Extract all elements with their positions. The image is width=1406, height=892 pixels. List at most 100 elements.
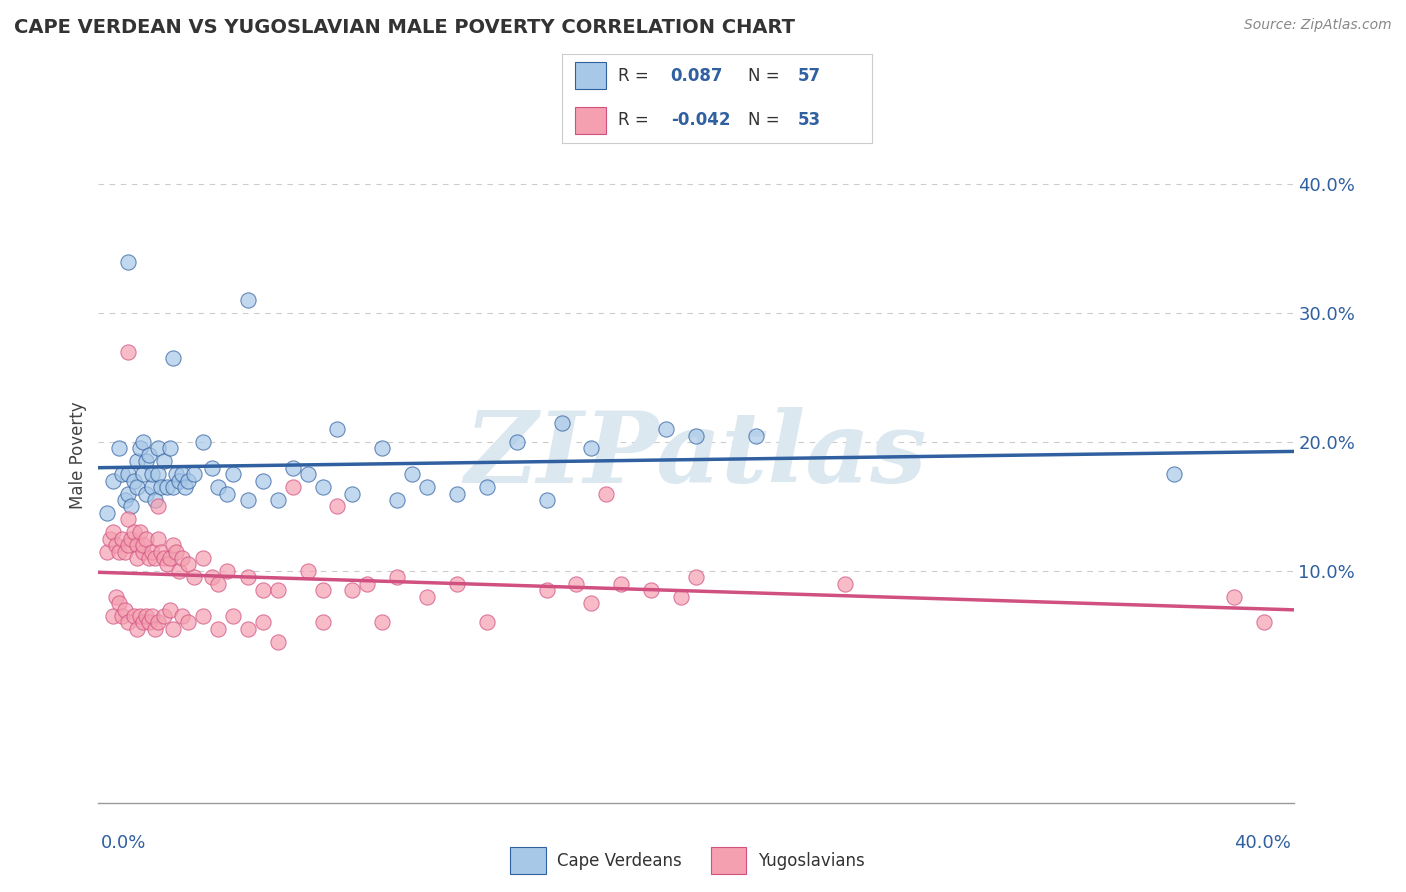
Point xyxy=(129,442,152,456)
Point xyxy=(135,532,157,546)
Point xyxy=(174,480,197,494)
Text: 53: 53 xyxy=(797,112,821,129)
Point xyxy=(236,493,259,508)
Point xyxy=(114,544,136,558)
Point xyxy=(135,454,157,468)
Point xyxy=(132,435,155,450)
Point xyxy=(745,428,768,442)
Point xyxy=(222,609,245,624)
Point xyxy=(114,602,136,616)
Point xyxy=(281,460,304,475)
Text: 40.0%: 40.0% xyxy=(1234,834,1291,852)
Point xyxy=(127,538,149,552)
Point xyxy=(117,467,139,482)
Point xyxy=(236,622,259,636)
Point xyxy=(685,428,707,442)
FancyBboxPatch shape xyxy=(575,62,606,89)
Point xyxy=(96,544,118,558)
Point xyxy=(162,538,184,552)
Point xyxy=(148,500,170,514)
Point xyxy=(201,460,224,475)
Point xyxy=(311,480,333,494)
Point xyxy=(371,615,394,630)
Text: R =: R = xyxy=(619,112,654,129)
Point xyxy=(167,474,190,488)
Point xyxy=(108,442,131,456)
Point xyxy=(297,564,319,578)
Point xyxy=(138,448,160,462)
Point xyxy=(610,576,633,591)
Point xyxy=(127,454,149,468)
Point xyxy=(655,422,678,436)
Point xyxy=(1253,615,1275,630)
Point xyxy=(127,480,149,494)
Point xyxy=(834,576,856,591)
Point xyxy=(162,622,184,636)
Point xyxy=(172,551,194,566)
Point xyxy=(103,474,125,488)
Point xyxy=(124,609,146,624)
Point xyxy=(159,442,181,456)
Text: N =: N = xyxy=(748,67,785,85)
Point xyxy=(148,442,170,456)
Point xyxy=(117,486,139,500)
Point xyxy=(446,486,468,500)
Point xyxy=(252,583,274,598)
Text: 0.087: 0.087 xyxy=(671,67,723,85)
Point xyxy=(111,467,134,482)
Point xyxy=(342,486,364,500)
Point xyxy=(565,576,588,591)
Point xyxy=(236,570,259,584)
Point xyxy=(143,622,166,636)
Point xyxy=(138,615,160,630)
Point xyxy=(506,435,529,450)
Point xyxy=(167,564,190,578)
Point xyxy=(148,532,170,546)
Point xyxy=(297,467,319,482)
Point xyxy=(114,493,136,508)
Point xyxy=(124,474,146,488)
Point xyxy=(475,480,498,494)
Point xyxy=(1163,467,1185,482)
Point xyxy=(342,583,364,598)
Point xyxy=(311,583,333,598)
Point xyxy=(177,615,200,630)
Point xyxy=(135,486,157,500)
Text: CAPE VERDEAN VS YUGOSLAVIAN MALE POVERTY CORRELATION CHART: CAPE VERDEAN VS YUGOSLAVIAN MALE POVERTY… xyxy=(14,18,794,37)
Point xyxy=(183,467,205,482)
Point xyxy=(281,480,304,494)
Point xyxy=(108,544,131,558)
Point xyxy=(1223,590,1246,604)
Point xyxy=(183,570,205,584)
Point xyxy=(127,551,149,566)
Point xyxy=(96,506,118,520)
Point xyxy=(385,493,409,508)
Point xyxy=(103,525,125,540)
Text: -0.042: -0.042 xyxy=(671,112,730,129)
Point xyxy=(162,480,184,494)
Point xyxy=(108,596,131,610)
Point xyxy=(117,254,139,268)
FancyBboxPatch shape xyxy=(711,847,747,874)
Point xyxy=(326,422,349,436)
Point xyxy=(222,467,245,482)
Text: 0.0%: 0.0% xyxy=(101,834,146,852)
Point xyxy=(416,480,439,494)
Point xyxy=(132,538,155,552)
Point xyxy=(105,590,128,604)
Point xyxy=(98,532,122,546)
Point xyxy=(138,551,160,566)
Point xyxy=(640,583,662,598)
Point xyxy=(141,467,163,482)
Y-axis label: Male Poverty: Male Poverty xyxy=(69,401,87,508)
Point xyxy=(191,435,214,450)
Point xyxy=(153,609,176,624)
Point xyxy=(141,609,163,624)
Point xyxy=(581,596,603,610)
Point xyxy=(120,532,142,546)
Point xyxy=(162,351,184,366)
Point xyxy=(207,576,229,591)
Text: Cape Verdeans: Cape Verdeans xyxy=(557,852,682,870)
Text: R =: R = xyxy=(619,67,654,85)
Point xyxy=(111,532,134,546)
